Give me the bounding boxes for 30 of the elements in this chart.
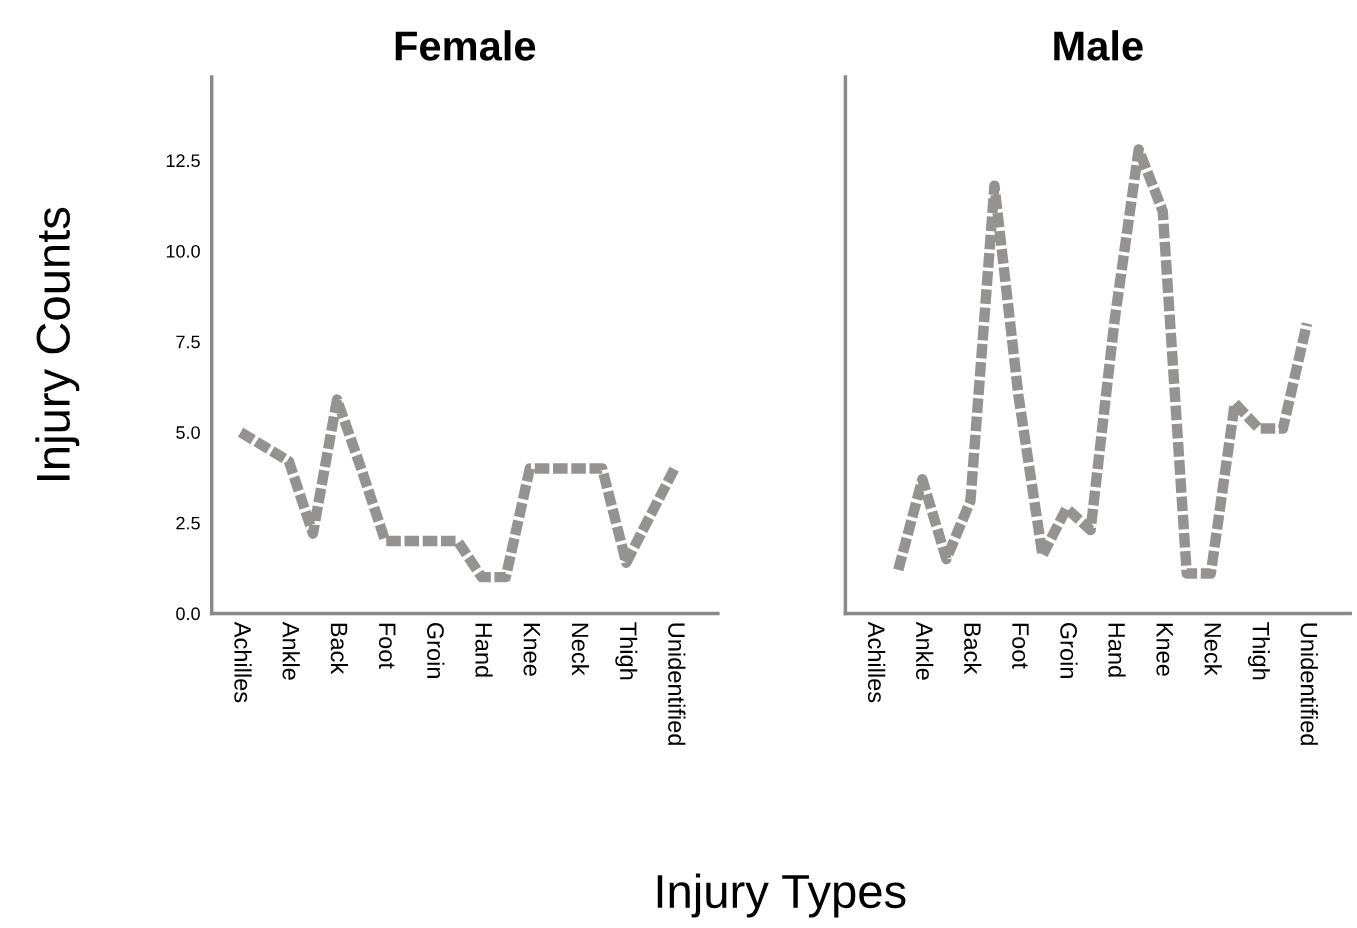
y-tick-label: 10.0 xyxy=(166,244,200,258)
x-tick-label: Achilles xyxy=(867,621,886,703)
x-tick-label: Hand xyxy=(475,623,493,677)
x-tick-label: Knee xyxy=(1156,623,1173,676)
y-tick-label: 0.0 xyxy=(176,607,200,621)
y-axis-title: Injury Counts xyxy=(35,207,80,480)
y-tick-label: 5.0 xyxy=(176,426,200,439)
x-tick-label: Back xyxy=(964,623,982,675)
x-tick-label: Unidentified xyxy=(1300,623,1318,745)
y-tick-label: 7.5 xyxy=(176,335,200,349)
x-tick-label: Thigh xyxy=(1247,622,1270,680)
chart-title: Female xyxy=(395,30,536,61)
x-tick-label: Achilles xyxy=(234,621,252,703)
x-tick-label: Neck xyxy=(571,623,590,676)
x-tick-label: Groin xyxy=(427,622,445,678)
x-tick-label: Ankle xyxy=(282,621,300,680)
y-tick-label: 2.5 xyxy=(176,516,200,530)
y-tick-label: 12.5 xyxy=(166,154,200,168)
x-tick-label: Knee xyxy=(523,623,540,676)
x-tick-label: Neck xyxy=(1204,623,1222,676)
x-tick-label: Groin xyxy=(1060,622,1078,678)
x-axis-title: Injury Types xyxy=(657,873,906,918)
x-tick-label: Foot xyxy=(1012,623,1029,669)
x-tick-label: Unidentified xyxy=(668,623,686,745)
x-tick-label: Ankle xyxy=(916,621,934,680)
x-tick-label: Back xyxy=(330,623,349,675)
x-tick-label: Thigh xyxy=(615,622,638,680)
chart-title: Male xyxy=(1054,30,1143,61)
x-tick-label: Foot xyxy=(378,623,396,669)
x-tick-label: Hand xyxy=(1108,623,1126,677)
